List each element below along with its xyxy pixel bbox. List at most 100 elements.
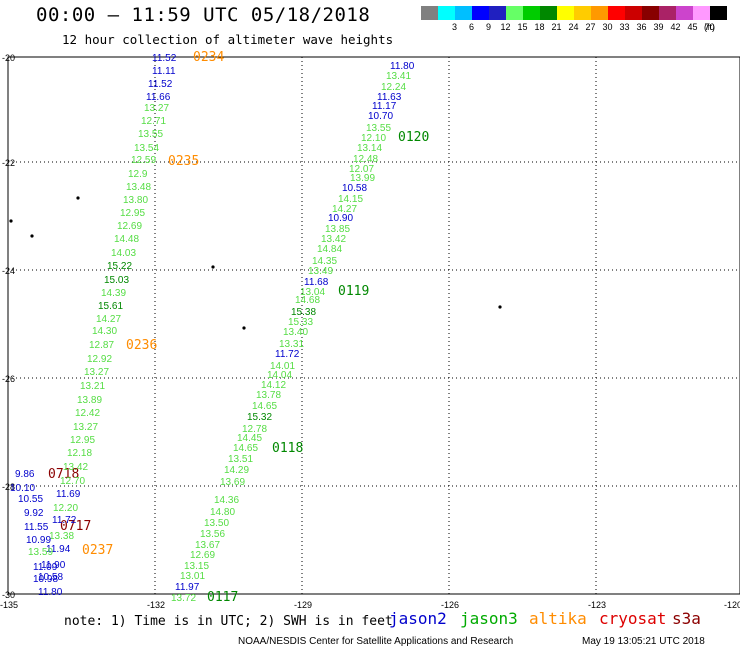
colorbar-swatch: [506, 6, 523, 20]
pass-time-label: 0234: [193, 50, 224, 65]
wave-height-value: 13.72: [171, 593, 196, 604]
colorbar-swatch: [489, 6, 506, 20]
wave-height-value: 12.07: [349, 164, 374, 175]
latitude-label: -30: [2, 590, 15, 600]
latitude-label: -26: [2, 374, 15, 384]
wave-height-value: 15.03: [104, 275, 129, 286]
wave-height-value: 11.80: [390, 61, 415, 72]
wave-height-value: 11.80: [38, 587, 63, 598]
wave-height-value: 11.52: [148, 79, 173, 90]
island-1: [76, 196, 80, 200]
wave-height-value: 14.30: [92, 326, 117, 337]
wave-height-value: 11.63: [377, 92, 402, 103]
island-4: [211, 265, 215, 269]
colorbar-swatch: [523, 6, 540, 20]
colorbar-swatch: [591, 6, 608, 20]
latitude-label: -28: [2, 482, 15, 492]
island-5: [242, 326, 246, 330]
island-3: [9, 219, 13, 223]
wave-height-value: 14.36: [214, 495, 239, 506]
pass-time-label: 0717: [60, 519, 91, 534]
colorbar-swatch: [421, 6, 438, 20]
wave-height-value: 14.29: [224, 465, 249, 476]
wave-height-value: 13.85: [325, 224, 350, 235]
wave-height-value: 13.42: [63, 462, 88, 473]
colorbar-label: 45: [687, 22, 698, 32]
legend-jason2: jason2: [389, 609, 447, 628]
wave-height-value: 14.04: [267, 370, 292, 381]
longitude-label: -132: [147, 600, 165, 610]
wave-height-value: 13.54: [134, 143, 159, 154]
wave-height-value: 11.94: [46, 544, 71, 555]
wave-height-value: 14.80: [210, 507, 235, 518]
legend-s3a: s3a: [672, 609, 701, 628]
colorbar-swatch: [710, 6, 727, 20]
colorbar-swatch: [642, 6, 659, 20]
wave-height-value: 11.17: [372, 101, 397, 112]
wave-height-value: 13.59: [28, 547, 53, 558]
wave-height-value: 14.65: [252, 401, 277, 412]
wave-height-value: 12.95: [70, 435, 95, 446]
pass-time-label: 0117: [207, 590, 238, 605]
wave-height-value: 12.59: [131, 155, 156, 166]
pass-time-label: 0118: [272, 441, 303, 456]
wave-height-value: 13.42: [321, 234, 346, 245]
wave-height-value: 13.49: [308, 266, 333, 277]
wave-height-value: 12.9: [128, 169, 148, 180]
wave-height-value: 12.69: [190, 550, 215, 561]
wave-height-value: 12.78: [242, 424, 267, 435]
wave-height-value: 9.92: [24, 508, 44, 519]
wave-height-value: 13.56: [200, 529, 225, 540]
colorbar-swatch: [557, 6, 574, 20]
wave-height-value: 11.69: [56, 489, 81, 500]
wave-height-value: 13.40: [283, 327, 308, 338]
pass-time-label: 0718: [48, 467, 79, 482]
wave-height-value: 13.15: [184, 561, 209, 572]
wave-height-value: 13.80: [123, 195, 148, 206]
wave-height-value: 13.69: [220, 477, 245, 488]
colorbar-label: 12: [500, 22, 511, 32]
wave-height-value: 13.41: [386, 71, 411, 82]
wave-height-value: 13.50: [204, 518, 229, 529]
pass-time-label: 0237: [82, 543, 113, 558]
pass-time-label: 0235: [168, 154, 199, 169]
colorbar-label: 18: [534, 22, 545, 32]
colorbar-swatch: [574, 6, 591, 20]
wave-height-value: 12.69: [117, 221, 142, 232]
wave-height-value: 10.70: [368, 111, 393, 122]
wave-height-value: 11.72: [275, 349, 300, 360]
legend-jason3: jason3: [460, 609, 518, 628]
colorbar-swatch: [659, 6, 676, 20]
wave-height-value: 12.20: [53, 503, 78, 514]
wave-height-value: 15.32: [247, 412, 272, 423]
wave-height-value: 12.48: [353, 154, 378, 165]
wave-height-value: 14.84: [317, 244, 342, 255]
wave-height-value: 11.66: [146, 92, 171, 103]
latitude-label: -24: [2, 266, 15, 276]
wave-height-value: 13.27: [73, 422, 98, 433]
colorbar-label: 30: [602, 22, 613, 32]
wave-height-value: 12.71: [141, 116, 166, 127]
wave-height-value: 11.11: [152, 66, 176, 77]
wave-height-value: 11.52: [152, 53, 177, 64]
wave-height-value: 13.67: [195, 540, 220, 551]
colorbar-swatch: [608, 6, 625, 20]
wave-height-value: 12.42: [75, 408, 100, 419]
wave-height-value: 10.98: [33, 574, 58, 585]
longitude-label: -126: [441, 600, 459, 610]
wave-height-value: 12.24: [381, 82, 406, 93]
colorbar-label: 33: [619, 22, 630, 32]
map-subtitle: 12 hour collection of altimeter wave hei…: [62, 32, 394, 47]
wave-height-value: 14.27: [332, 204, 357, 215]
wave-height-value: 13.51: [228, 454, 253, 465]
wave-height-value: 14.48: [114, 234, 139, 245]
pass-time-label: 0236: [126, 338, 157, 353]
wave-height-value: 11.55: [24, 522, 49, 533]
wave-height-value: 13.01: [180, 571, 205, 582]
pass-time-label: 0119: [338, 284, 369, 299]
wave-height-value: 14.15: [338, 194, 363, 205]
altimeter-map: -20 -22 -24 -26 -28 -30-135 -132 -129 -126 -123 -1…: [0, 50, 740, 610]
colorbar-unit: (ft): [704, 22, 715, 32]
wave-height-value: 14.68: [295, 295, 320, 306]
wave-height-value: 14.01: [270, 361, 295, 372]
